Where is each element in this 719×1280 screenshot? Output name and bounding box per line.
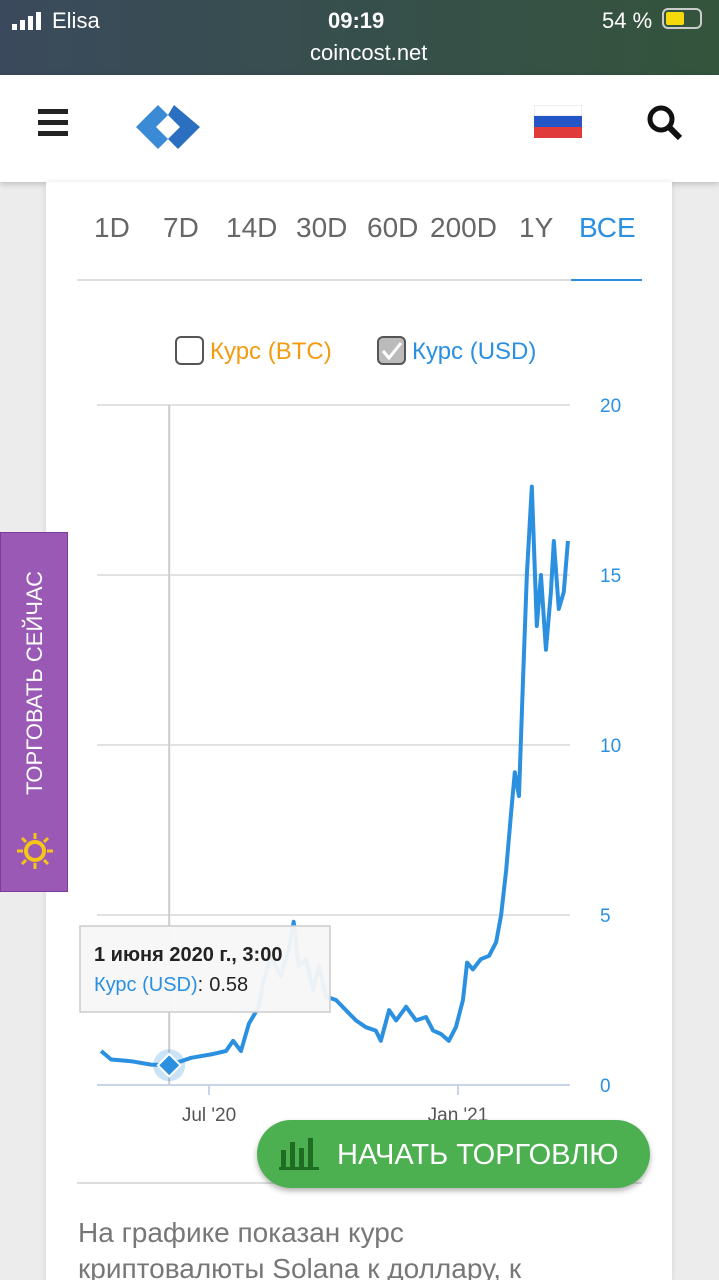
flag[interactable] — [534, 105, 582, 139]
carrier: Elisa — [52, 8, 100, 33]
tab[interactable]: 1D — [94, 212, 130, 243]
tab[interactable]: 30D — [296, 212, 348, 243]
trade-button-label: НАЧАТЬ ТОРГОВЛЮ — [337, 1139, 619, 1171]
signal-icon — [12, 12, 41, 30]
time: 09:19 — [328, 8, 385, 33]
hover-marker — [156, 1052, 182, 1079]
legend-checkbox — [175, 336, 204, 365]
legend-label: Курс (BTC) — [210, 338, 332, 365]
battery-icon — [662, 8, 702, 29]
status-bar: Elisa 09:19 54 % coincost.net — [0, 0, 719, 75]
tooltip-line: Курс (USD): 0.58 — [94, 974, 248, 996]
tab[interactable]: 7D — [163, 212, 199, 243]
y-tick-label: 10 — [600, 736, 621, 757]
tab[interactable]: 60D — [367, 212, 419, 243]
side-button-label: ТОРГОВАТЬ СЕЙЧАС — [22, 570, 47, 796]
url: coincost.net — [310, 40, 428, 65]
paragraph: На графике показан курс криптовалюты Sol… — [78, 1217, 522, 1280]
y-tick-label: 0 — [600, 1076, 611, 1097]
legend-label: Курс (USD) — [412, 338, 536, 365]
tab[interactable]: 200D — [430, 212, 497, 243]
line-series — [99, 484, 570, 1068]
tooltip-series: Курс (USD) — [94, 974, 198, 996]
tooltip: 1 июня 2020 г., 3:00 Курс (USD): 0.58 — [79, 925, 331, 1013]
nav-bar — [0, 75, 719, 182]
trade-button[interactable]: НАЧАТЬ ТОРГОВЛЮ — [257, 1120, 650, 1188]
x-tick-label: Jul '20 — [182, 1105, 236, 1126]
y-tick-label: 15 — [600, 566, 621, 587]
logo[interactable] — [128, 97, 208, 157]
tab[interactable]: 1Y — [519, 212, 554, 243]
sun-icon — [17, 833, 53, 869]
chart-icon — [279, 1138, 319, 1170]
tooltip-title: 1 июня 2020 г., 3:00 — [94, 944, 282, 966]
tooltip-separator: : — [198, 974, 204, 996]
card — [46, 182, 672, 1280]
search-icon[interactable] — [645, 103, 685, 143]
tooltip-box — [79, 925, 331, 1013]
tab[interactable]: ВСЕ — [579, 212, 636, 243]
tooltip-value: 0.58 — [209, 974, 248, 996]
battery: 54 % — [602, 8, 653, 33]
legend-checkbox — [377, 336, 406, 365]
y-tick-label: 5 — [600, 906, 611, 927]
tab[interactable]: 14D — [226, 212, 278, 243]
y-tick-label: 20 — [600, 396, 621, 417]
side-button[interactable]: ТОРГОВАТЬ СЕЙЧАС — [0, 532, 68, 892]
legend-check — [381, 342, 403, 361]
menu-icon[interactable] — [36, 103, 76, 143]
